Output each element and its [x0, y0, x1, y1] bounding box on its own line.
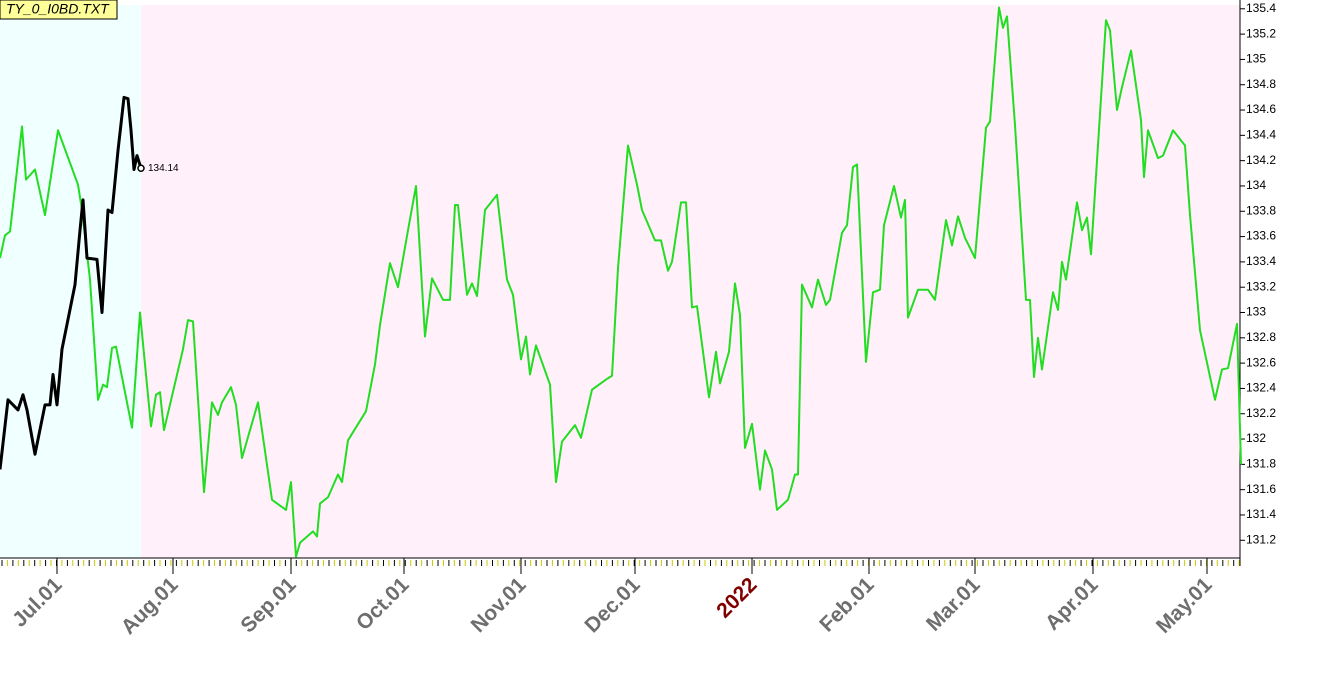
x-tick-label: Apr.01 [1041, 573, 1103, 635]
series-line [0, 95, 143, 470]
x-tick-label: Oct.01 [352, 573, 414, 635]
y-tick-label: 134.8 [1246, 77, 1276, 91]
series-region [0, 5, 141, 558]
y-tick-label: 131.4 [1246, 507, 1276, 521]
x-tick-label: Sep.01 [236, 573, 300, 637]
x-tick-label: Dec.01 [580, 573, 644, 637]
y-tick-label: 135 [1246, 52, 1266, 66]
title-box [0, 0, 118, 20]
y-tick-label: 131.6 [1246, 482, 1276, 496]
x-tick-label: Jul.01 [8, 573, 67, 632]
plot-area [0, 5, 1240, 558]
y-tick-label: 134.2 [1246, 153, 1276, 167]
last-point [137, 164, 145, 172]
y-tick-label: 134.6 [1246, 102, 1276, 116]
minor-ticks [0, 558, 1240, 566]
y-tick-label: 133 [1246, 305, 1266, 319]
y-tick-label: 133.2 [1246, 279, 1276, 293]
x-tick-label: Aug.01 [117, 573, 183, 639]
x-tick-label: Nov.01 [467, 573, 531, 637]
y-tick-label: 134.4 [1246, 128, 1276, 142]
x-tick-label: Mar.01 [922, 573, 985, 636]
y-tick-label: 132.2 [1246, 406, 1276, 420]
plot-background [0, 5, 1240, 558]
y-tick-label: 131.8 [1246, 457, 1276, 471]
y-tick-label: 133.6 [1246, 229, 1276, 243]
x-tick-label: Feb.01 [815, 573, 879, 637]
y-tick-label: 132.6 [1246, 355, 1276, 369]
y-tick-label: 133.4 [1246, 254, 1276, 268]
x-tick-label: May.01 [1152, 573, 1217, 638]
y-tick-label: 135.4 [1246, 1, 1276, 15]
y-tick-label: 132.8 [1246, 330, 1276, 344]
chart-title: TY_0_I0BD.TXT [6, 1, 110, 17]
y-tick-label: 133.8 [1246, 203, 1276, 217]
last-value-label: 134.14 [148, 163, 179, 174]
x-tick-label: 2022 [712, 573, 761, 622]
y-tick-label: 132 [1246, 431, 1266, 445]
y-tick-label: 132.4 [1246, 381, 1276, 395]
y-tick-label: 135.2 [1246, 26, 1276, 40]
series-line [0, 6, 1242, 558]
y-tick-label: 134 [1246, 178, 1266, 192]
y-tick-label: 131.2 [1246, 532, 1276, 546]
